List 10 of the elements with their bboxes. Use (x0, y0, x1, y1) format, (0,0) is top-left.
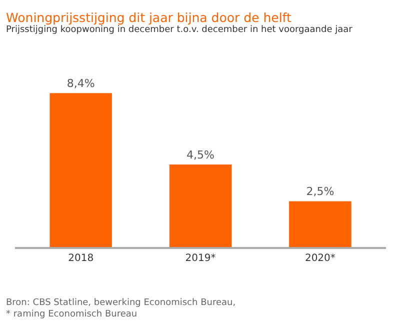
data-label: 4,5% (186, 148, 214, 162)
text: Bron: CBS Statline, bewerking Economisch Bureau, (6, 298, 236, 308)
x-tick-label: 2020* (304, 253, 336, 264)
chart-title: Woningprijsstijging dit jaar bijna door de helft (6, 10, 292, 25)
data-label: 8,4% (66, 77, 95, 90)
chart-subtitle: Prijsstijging koopwoning in december t.o.v. december in het voorgaande jaar (6, 25, 353, 35)
x-tick-label: 2018 (68, 253, 94, 264)
text: * raming Economisch Bureau (6, 310, 138, 320)
data-label: 2,5% (306, 185, 334, 198)
x-tick-label: 2019* (185, 253, 216, 264)
